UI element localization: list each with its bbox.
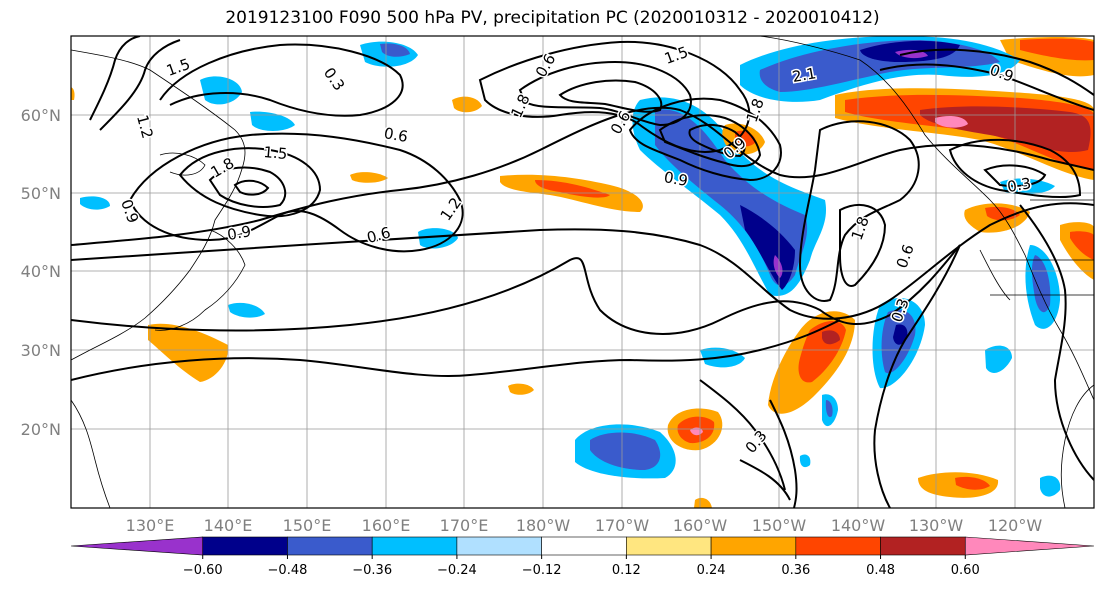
- colorbar-cell: [710, 536, 797, 556]
- precip-positive-region: [920, 106, 1091, 153]
- colorbar-tick-label: −0.12: [522, 563, 562, 578]
- precip-negative-region: [80, 196, 110, 210]
- lat-label-30: 30°N: [21, 341, 61, 360]
- lon-label-150e: 150°E: [283, 516, 332, 535]
- colorbar-cell: [626, 536, 712, 556]
- precip-positive-region: [822, 330, 840, 345]
- lon-label-140e: 140°E: [204, 516, 253, 535]
- lon-label-170e: 170°E: [440, 516, 489, 535]
- precip-negative-region: [1040, 475, 1061, 497]
- precip-positive-region: [350, 172, 388, 183]
- precip-positive-region: [71, 87, 75, 100]
- lon-axis-labels: 130°E 140°E 150°E 160°E 170°E 180°W 170°…: [126, 516, 1043, 535]
- precip-negative-region: [380, 43, 410, 57]
- precip-negative-region: [825, 400, 833, 418]
- coastlines: [71, 36, 1094, 508]
- precip-positive-region: [985, 206, 1020, 221]
- colorbar-cells: [70, 536, 1095, 556]
- pv-contours: [71, 36, 1094, 508]
- precip-positive-region: [1070, 231, 1094, 260]
- precip-negative-region: [985, 345, 1012, 373]
- precip-positive-region: [148, 323, 229, 382]
- colorbar-tick-label: 0.60: [951, 563, 980, 578]
- precip-negative-region: [590, 432, 661, 470]
- colorbar-cell: [287, 536, 373, 556]
- lat-axis-labels: 60°N 50°N 40°N 30°N 20°N: [21, 106, 61, 439]
- colorbar-cell: [371, 536, 458, 556]
- colorbar-tick-label: 0.12: [612, 563, 641, 578]
- colorbar-cell: [70, 536, 204, 556]
- colorbar-cell: [202, 536, 288, 556]
- precip-negative-region: [250, 111, 295, 131]
- colorbar: −0.60 −0.48 −0.36 −0.24 −0.12 0.12 0.24 0.36 0.4…: [70, 536, 1095, 578]
- colorbar-cell: [880, 536, 966, 556]
- colorbar-cell: [795, 536, 881, 556]
- precip-negative-region: [893, 324, 908, 345]
- precip-negative-region: [773, 255, 783, 278]
- lon-label-180w: 180°W: [516, 516, 571, 535]
- precip-positive-region: [955, 476, 990, 490]
- lon-label-150w: 150°W: [752, 516, 807, 535]
- lon-label-130e: 130°E: [126, 516, 175, 535]
- colorbar-tick-label: 0.24: [697, 563, 726, 578]
- map-title: 2019123100 F090 500 hPa PV, precipitatio…: [225, 8, 880, 28]
- lon-label-140w: 140°W: [831, 516, 886, 535]
- contour-label: 2.1: [791, 64, 818, 86]
- precip-positive-region: [508, 383, 534, 395]
- precip-negative-region: [1000, 178, 1055, 195]
- lat-label-50: 50°N: [21, 184, 61, 203]
- precip-negative-region: [799, 454, 811, 468]
- colorbar-cell: [541, 536, 627, 556]
- lon-label-120w: 120°W: [988, 516, 1043, 535]
- contour-label: 1.5: [263, 143, 288, 163]
- map-panel: 1.5 0.31.2 0.61.51.80.90.9 0.61.20.61.81.50…: [70, 35, 1095, 509]
- precip-negative-region: [1031, 255, 1051, 313]
- colorbar-tick-label: −0.60: [183, 563, 223, 578]
- colorbar-tick-label: −0.36: [352, 563, 392, 578]
- map-frame: [70, 35, 1095, 509]
- precip-negative-region: [418, 228, 458, 249]
- contour-label: 0.3: [1006, 174, 1033, 196]
- lon-label-170w: 170°W: [595, 516, 650, 535]
- precip-positive-region: [452, 96, 482, 113]
- lat-label-60: 60°N: [21, 106, 61, 125]
- colorbar-tick-label: −0.48: [268, 563, 308, 578]
- precip-negative-region: [228, 302, 265, 318]
- colorbar-cell: [456, 536, 542, 556]
- precip-positive-region: [1020, 38, 1094, 61]
- precip-negative-region: [200, 76, 242, 105]
- lon-label-160e: 160°E: [362, 516, 411, 535]
- colorbar-cell: [964, 536, 1095, 556]
- precip-positive-region: [935, 116, 968, 128]
- colorbar-tick-label: −0.24: [437, 563, 477, 578]
- lat-label-40: 40°N: [21, 262, 61, 281]
- lat-label-20: 20°N: [21, 420, 61, 439]
- lon-label-160w: 160°W: [673, 516, 728, 535]
- precip-positive-region: [694, 497, 712, 508]
- colorbar-tick-label: 0.36: [781, 563, 810, 578]
- lon-label-130w: 130°W: [909, 516, 964, 535]
- colorbar-ticks: −0.60 −0.48 −0.36 −0.24 −0.12 0.12 0.24 0.36 0.4…: [183, 555, 980, 578]
- colorbar-tick-label: 0.48: [866, 563, 895, 578]
